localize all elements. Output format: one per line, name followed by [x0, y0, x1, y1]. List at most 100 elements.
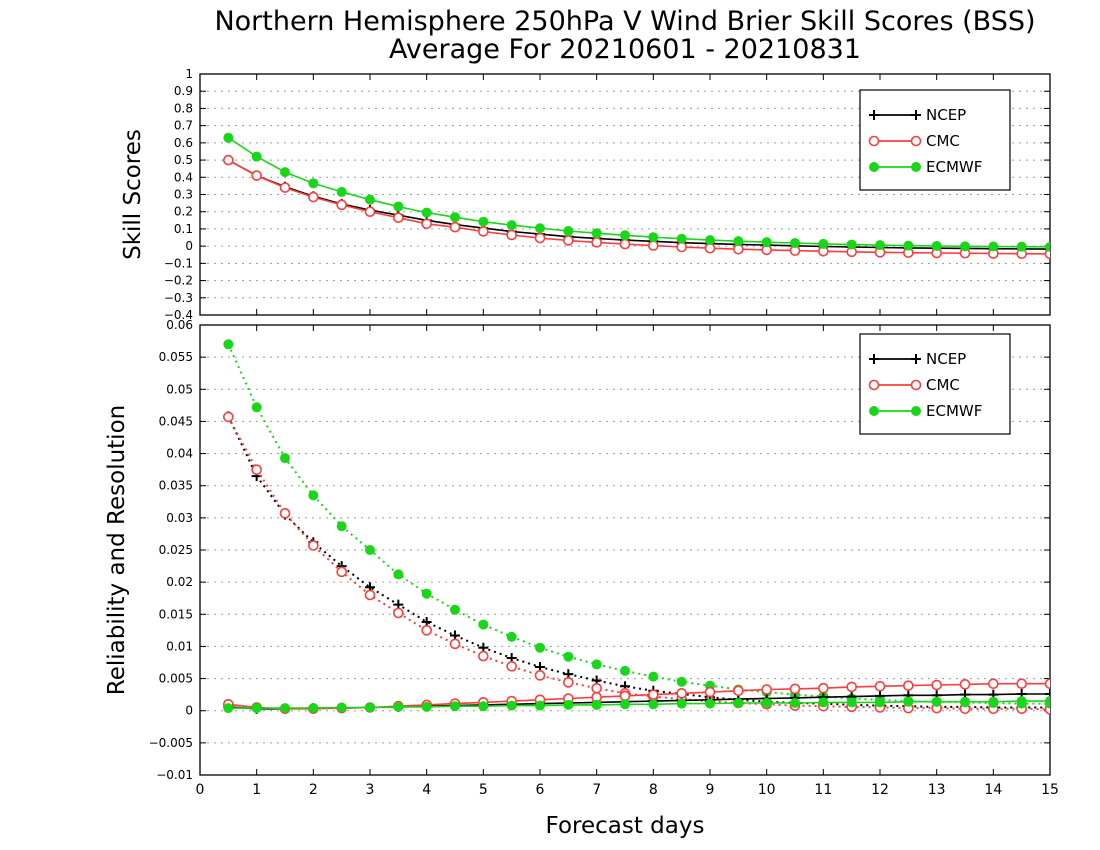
relres-point-ecmwf — [875, 697, 885, 708]
relres-point-ecmwf — [535, 700, 545, 711]
skill-point-cmc — [308, 191, 319, 203]
relres-point-cmc — [563, 677, 574, 688]
relres-point-cmc — [846, 681, 857, 693]
relres-point-ecmwf — [506, 631, 517, 642]
relres-point-cmc — [874, 680, 886, 692]
relres-point-cmc — [789, 683, 801, 695]
relres-legend-box — [859, 333, 1011, 435]
x-tick-label: 12 — [871, 782, 889, 798]
skill-point-ecmwf — [393, 201, 404, 212]
skill-point-ecmwf — [988, 241, 999, 252]
skill-y-axis-label: Skill Scores — [120, 129, 146, 260]
relres-plot-frame — [199, 324, 1051, 776]
skill-point-cmc — [591, 237, 602, 248]
relres-point-ecmwf — [421, 701, 432, 712]
skill-point-ecmwf — [846, 239, 857, 250]
relres-y-tick-label: 0.055 — [159, 350, 193, 364]
skill-point-cmc — [449, 221, 461, 233]
relres-y-tick-label: 0.035 — [159, 479, 193, 493]
skill-point-ecmwf — [818, 238, 829, 249]
relres-point-ecmwf — [535, 642, 545, 653]
relres-point-cmc — [1044, 678, 1050, 690]
x-tick-label: 13 — [928, 782, 946, 798]
skill-point-ecmwf — [450, 212, 460, 223]
skill-point-ecmwf — [421, 207, 432, 218]
skill-y-tick-label: 0.5 — [174, 153, 193, 167]
x-tick-label: 5 — [479, 782, 488, 798]
legend-label: NCEP — [926, 350, 966, 368]
skill-point-ecmwf — [591, 228, 602, 239]
legend-marker — [869, 110, 879, 120]
relres-point-cmc — [648, 689, 659, 700]
relres-point-cmc — [449, 638, 461, 650]
x-tick-label: 3 — [366, 782, 375, 798]
relres-point-ecmwf — [648, 671, 659, 682]
relres-point-ecmwf — [648, 699, 659, 710]
relres-point-cmc — [364, 589, 376, 601]
skill-y-tick-label: 0.9 — [174, 84, 193, 98]
skill-y-tick-label: 0.6 — [174, 136, 193, 150]
relres-point-ecmwf — [790, 698, 800, 708]
legend-label: ECMWF — [926, 402, 982, 420]
legend-label: CMC — [926, 132, 960, 150]
legend-marker — [868, 379, 880, 391]
skill-point-cmc — [223, 154, 234, 166]
reliability-resolution-panel: −0.01 −0.005 0 0.005 0.01 0.015 0.02 0.025 0.03 0… — [104, 318, 1059, 798]
legend-marker — [868, 135, 880, 147]
relres-point-ecmwf — [676, 676, 687, 687]
relres-point-ecmwf — [960, 696, 970, 707]
relres-point-ecmwf — [393, 569, 404, 580]
skill-point-ecmwf — [903, 240, 914, 251]
relres-point-ecmwf — [506, 700, 517, 711]
relres-point-ecmwf — [365, 545, 375, 555]
relres-point-cmc — [761, 684, 772, 695]
chart-title-line1: Northern Hemisphere 250hPa V Wind Brier … — [214, 6, 1035, 37]
relres-point-ecmwf — [563, 699, 574, 710]
relres-point-ecmwf — [620, 665, 630, 676]
relres-point-ecmwf — [450, 604, 460, 615]
skill-y-tick-label: 0.8 — [174, 101, 193, 115]
relres-y-tick-label: −0.005 — [149, 736, 193, 750]
x-tick-label: 11 — [814, 782, 832, 798]
skill-point-ecmwf — [960, 241, 970, 252]
x-axis-label: Forecast days — [546, 813, 705, 839]
skill-point-ecmwf — [336, 186, 347, 197]
relres-point-ecmwf — [676, 698, 687, 709]
x-tick-label: 7 — [592, 782, 601, 798]
relres-point-cmc — [591, 682, 602, 694]
relres-y-tick-label: 0.025 — [159, 543, 193, 557]
skill-y-tick-label: 0.2 — [174, 205, 193, 219]
skill-point-ecmwf — [280, 167, 290, 178]
relres-y-tick-label: 0.03 — [166, 511, 193, 525]
skill-point-ecmwf — [1016, 241, 1027, 252]
relres-point-cmc — [988, 678, 999, 690]
x-tick-label: 2 — [309, 782, 318, 798]
skill-y-tick-label: 0.1 — [174, 222, 193, 236]
relres-line-cmc — [227, 416, 1050, 711]
relres-y-tick-label: 0.045 — [159, 414, 193, 428]
relres-point-cmc — [506, 661, 517, 672]
relres-point-ecmwf — [308, 703, 319, 714]
skill-plot-frame — [199, 73, 1051, 316]
relres-point-ecmwf — [393, 701, 404, 712]
relres-point-ecmwf — [733, 698, 744, 708]
relres-point-cmc — [704, 686, 716, 698]
skill-scores-panel: −0.4 −0.3 −0.2 −0.1 0 0.1 0.2 0.3 0.4 0.5 0.6 0.7 0.… — [120, 67, 1051, 322]
relres-y-tick-label: 0.06 — [166, 318, 193, 332]
relres-point-ecmwf — [478, 701, 489, 712]
legend-label: NCEP — [926, 106, 966, 124]
x-tick-label: 10 — [758, 782, 776, 798]
relres-point-cmc — [223, 411, 234, 423]
relres-point-ecmwf — [308, 490, 319, 501]
relres-point-cmc — [931, 679, 942, 691]
legend-marker — [910, 379, 922, 391]
skill-point-ecmwf — [478, 216, 489, 227]
relres-point-cmc — [619, 690, 631, 702]
relres-point-cmc — [279, 508, 291, 519]
relres-point-ecmwf — [846, 697, 857, 708]
relres-y-tick-label: 0.04 — [166, 447, 193, 461]
relres-point-ecmwf — [591, 659, 602, 670]
x-tick-label: 0 — [196, 782, 205, 798]
relres-point-ecmwf — [223, 703, 234, 714]
